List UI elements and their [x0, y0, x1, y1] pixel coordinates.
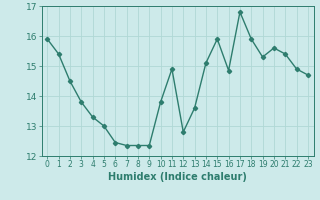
X-axis label: Humidex (Indice chaleur): Humidex (Indice chaleur) — [108, 172, 247, 182]
